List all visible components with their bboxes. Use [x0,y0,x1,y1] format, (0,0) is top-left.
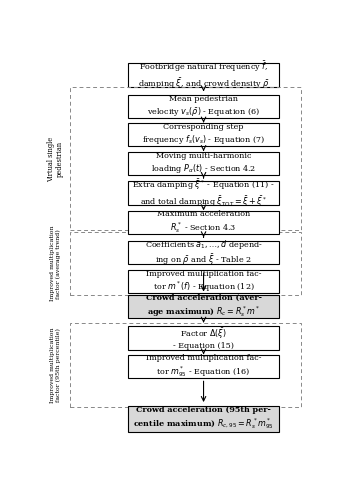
FancyBboxPatch shape [128,211,279,234]
Text: Improved multiplication fac-
tor $m^*_{95}$ - Equation (16): Improved multiplication fac- tor $m^*_{9… [146,354,261,379]
FancyBboxPatch shape [128,326,279,349]
FancyBboxPatch shape [128,123,279,146]
FancyBboxPatch shape [128,295,279,318]
Text: Factor $\Delta(\bar{\xi})$
- Equation (15): Factor $\Delta(\bar{\xi})$ - Equation (1… [173,326,234,350]
Text: Virtual single
pedestrian: Virtual single pedestrian [47,136,64,182]
FancyBboxPatch shape [128,182,279,205]
FancyBboxPatch shape [128,270,279,293]
Text: Coefficients $a_1, \ldots, d$ depend-
ing on $\bar{\rho}$ and $\bar{\xi}$ - Tabl: Coefficients $a_1, \ldots, d$ depend- in… [145,238,263,268]
Text: Footbridge natural frequency $\bar{f}$,
damping $\bar{\xi}$, and crowd density $: Footbridge natural frequency $\bar{f}$, … [138,60,269,91]
Text: Improved multiplication fac-
tor $m^*(f)$ - Equation (12): Improved multiplication fac- tor $m^*(f)… [146,270,261,294]
Text: Corresponding step
frequency $f_s(v_s)$ - Equation (7): Corresponding step frequency $f_s(v_s)$ … [142,124,265,146]
FancyBboxPatch shape [128,240,279,264]
Text: Maximum acceleration
$R_s^*$ - Section 4.3: Maximum acceleration $R_s^*$ - Section 4… [157,210,250,235]
FancyBboxPatch shape [128,406,279,432]
Text: Extra damping $\bar{\xi}^*$ - Equation (11) -
and total damping $\bar{\xi}_{\mat: Extra damping $\bar{\xi}^*$ - Equation (… [132,178,275,209]
Text: Crowd acceleration (95th per-
centile maximum) $R_{c,95} = R_s^* m^*_{95}$: Crowd acceleration (95th per- centile ma… [133,406,274,432]
Text: Crowd acceleration (aver-
age maximum) $R_c = R_s^* m^*$: Crowd acceleration (aver- age maximum) $… [146,294,262,319]
FancyBboxPatch shape [128,94,279,118]
Text: Mean pedestrian
velocity $v_s(\bar{\rho})$ - Equation (6): Mean pedestrian velocity $v_s(\bar{\rho}… [147,95,260,118]
FancyBboxPatch shape [128,355,279,378]
Text: Moving multi-harmonic
loading $P_\alpha(t)$ - Section 4.2: Moving multi-harmonic loading $P_\alpha(… [151,152,256,174]
Text: Improved multiplication
factor (average trend): Improved multiplication factor (average … [50,226,61,302]
Text: Improved multiplication
factor (95th percentile): Improved multiplication factor (95th per… [50,327,61,402]
FancyBboxPatch shape [128,152,279,174]
FancyBboxPatch shape [128,64,279,88]
